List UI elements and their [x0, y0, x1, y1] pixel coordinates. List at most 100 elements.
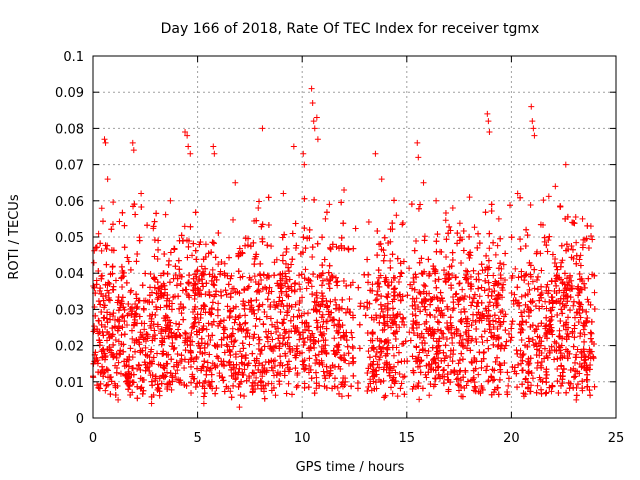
- data-point: [546, 349, 553, 356]
- data-point: [292, 365, 299, 372]
- data-point: [271, 357, 278, 364]
- data-point: [585, 275, 592, 282]
- data-point: [431, 268, 438, 275]
- data-point: [279, 234, 286, 241]
- data-point: [372, 353, 379, 360]
- data-point: [186, 294, 193, 301]
- data-point: [489, 366, 496, 373]
- data-point: [329, 241, 336, 248]
- data-point: [555, 389, 562, 396]
- data-point: [119, 313, 126, 320]
- data-point: [198, 340, 205, 347]
- data-point: [189, 373, 196, 380]
- data-point: [230, 285, 237, 292]
- data-point: [241, 393, 248, 400]
- data-point: [280, 319, 287, 326]
- data-point: [108, 378, 115, 385]
- data-point: [584, 296, 591, 303]
- data-point: [321, 256, 328, 263]
- data-point: [407, 337, 414, 344]
- data-point: [108, 349, 115, 356]
- data-point: [427, 328, 434, 335]
- data-point: [205, 320, 212, 327]
- data-point: [486, 129, 493, 136]
- data-point: [548, 307, 555, 314]
- data-point: [299, 294, 306, 301]
- data-point: [136, 237, 143, 244]
- data-point: [276, 332, 283, 339]
- data-point: [446, 223, 453, 230]
- data-point: [310, 118, 317, 125]
- data-point: [120, 341, 127, 348]
- data-point: [409, 311, 416, 318]
- data-point: [397, 273, 404, 280]
- data-point: [226, 254, 233, 261]
- data-point: [429, 344, 436, 351]
- data-point: [418, 330, 425, 337]
- data-point: [566, 350, 573, 357]
- data-point: [208, 249, 215, 256]
- data-point: [409, 385, 416, 392]
- data-point: [529, 299, 536, 306]
- data-point: [565, 324, 572, 331]
- data-point: [341, 352, 348, 359]
- data-point: [182, 335, 189, 342]
- data-point: [385, 291, 392, 298]
- data-point: [208, 306, 215, 313]
- data-point: [527, 323, 534, 330]
- data-point: [230, 343, 237, 350]
- data-point: [467, 347, 474, 354]
- data-point: [235, 250, 242, 257]
- data-point: [180, 304, 187, 311]
- data-point: [136, 339, 143, 346]
- data-point: [104, 337, 111, 344]
- data-point: [491, 287, 498, 294]
- data-point: [251, 380, 258, 387]
- data-point: [395, 349, 402, 356]
- data-point: [294, 382, 301, 389]
- data-point: [480, 349, 487, 356]
- data-point: [255, 287, 262, 294]
- data-point: [386, 369, 393, 376]
- data-point: [475, 270, 482, 277]
- data-point: [150, 354, 157, 361]
- data-point: [490, 239, 497, 246]
- data-point: [112, 337, 119, 344]
- data-point: [526, 286, 533, 293]
- data-point: [364, 388, 371, 395]
- data-point: [423, 352, 430, 359]
- data-point: [206, 291, 213, 298]
- data-point: [461, 308, 468, 315]
- data-point: [184, 132, 191, 139]
- data-point: [434, 326, 441, 333]
- data-point: [240, 298, 247, 305]
- data-point: [236, 321, 243, 328]
- data-point: [461, 306, 468, 313]
- data-point: [536, 340, 543, 347]
- data-point: [533, 389, 540, 396]
- data-point: [144, 222, 151, 229]
- data-point: [192, 209, 199, 216]
- data-point: [377, 312, 384, 319]
- data-point: [522, 272, 529, 279]
- data-point: [538, 349, 545, 356]
- data-point: [121, 331, 128, 338]
- data-point: [571, 334, 578, 341]
- data-point: [451, 367, 458, 374]
- data-point: [417, 369, 424, 376]
- data-point: [288, 391, 295, 398]
- data-point: [191, 306, 198, 313]
- data-point: [270, 367, 277, 374]
- data-point: [285, 328, 292, 335]
- data-point: [139, 347, 146, 354]
- data-point: [305, 345, 312, 352]
- data-point: [518, 337, 525, 343]
- data-point: [514, 284, 521, 291]
- data-point: [110, 283, 117, 290]
- data-point: [277, 370, 284, 377]
- data-point: [564, 213, 571, 220]
- data-point: [583, 308, 590, 315]
- data-point: [137, 375, 144, 382]
- data-point: [338, 199, 345, 206]
- data-point: [508, 334, 515, 341]
